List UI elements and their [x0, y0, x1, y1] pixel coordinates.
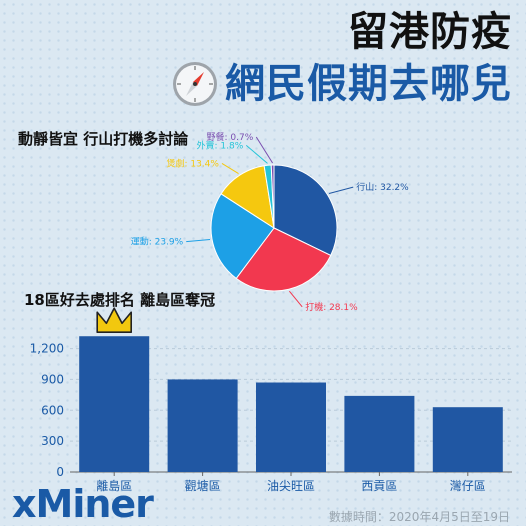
pie-chart: 行山: 32.2% 打機: 28.1% 運動: 23.9% 煲劇: 13.4% 外賣: … [131, 131, 409, 313]
x-tick-label-1: 觀塘區 [185, 478, 221, 493]
y-tick-label-4: 1,200 [30, 342, 64, 356]
bar-2 [256, 382, 326, 472]
pie-chart-title: 動靜皆宜 行山打機多討論 [18, 130, 189, 148]
x-tick-label-0: 離島區 [96, 478, 132, 493]
pie-label-3: 煲劇: 13.4% [166, 157, 219, 169]
y-tick-label-0: 0 [56, 465, 64, 479]
pie-leader-0 [328, 186, 354, 194]
bar-4 [432, 407, 503, 472]
data-period-note: 數據時間：2020年4月5日至19日 [328, 510, 510, 524]
subtitle-text: 網民假期去哪兒 [225, 61, 512, 107]
brand-logo: xMiner [12, 482, 154, 526]
pie-leader-2 [186, 238, 211, 243]
pie-slice-1 [235, 227, 332, 292]
bar-1 [167, 379, 238, 472]
crown-icon [96, 307, 132, 334]
x-tick-label-4: 灣仔區 [450, 479, 486, 493]
page-title: 留港防疫 [348, 9, 512, 55]
y-tick-label-1: 300 [41, 434, 64, 448]
pie-leader-3 [221, 163, 239, 174]
page-subtitle: 網民假期去哪兒 [171, 58, 512, 110]
pie-label-4: 外賣: 1.8% [197, 139, 244, 151]
pie-slice-3 [220, 165, 275, 230]
bar-chart: 0 300 600 900 1,200 離島區 觀塘區 油尖旺區 西貢區 灣仔區 [30, 307, 512, 493]
pie-label-2: 運動: 23.9% [131, 237, 184, 248]
pie-slice-2 [210, 193, 275, 280]
pie-slice-0 [273, 164, 338, 257]
y-tick-label-2: 600 [41, 403, 64, 417]
pie-label-5: 野餐: 0.7% [207, 131, 254, 143]
pie-slice-5 [270, 164, 275, 229]
pie-leader-5 [255, 136, 273, 164]
x-tick-label-2: 油尖旺區 [267, 479, 315, 493]
pie-leader-4 [245, 145, 268, 164]
bar-0 [79, 336, 150, 472]
bar-chart-title: 18區好去處排名 離島區奪冠 [24, 291, 216, 309]
pie-label-1: 打機: 28.1% [305, 301, 358, 313]
pie-label-0: 行山: 32.2% [356, 181, 409, 193]
x-tick-label-3: 西貢區 [361, 479, 397, 493]
y-tick-label-3: 900 [41, 372, 64, 386]
pie-leader-1 [288, 290, 303, 308]
bar-3 [344, 395, 415, 472]
compass-icon [173, 62, 217, 106]
